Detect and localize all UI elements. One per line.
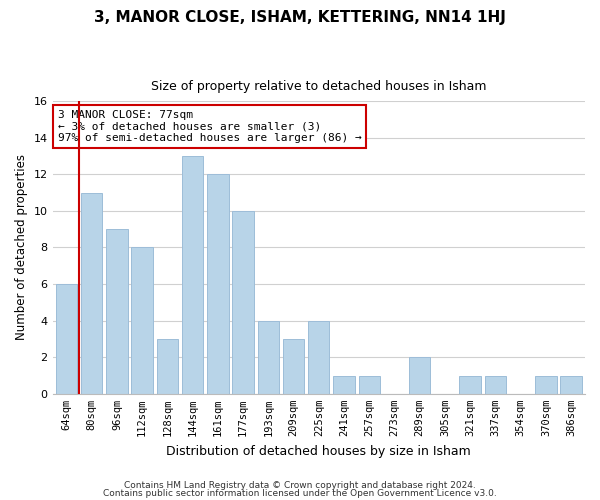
Text: 3, MANOR CLOSE, ISHAM, KETTERING, NN14 1HJ: 3, MANOR CLOSE, ISHAM, KETTERING, NN14 1…: [94, 10, 506, 25]
Y-axis label: Number of detached properties: Number of detached properties: [15, 154, 28, 340]
Bar: [106, 229, 128, 394]
Bar: [283, 339, 304, 394]
Bar: [157, 339, 178, 394]
Bar: [182, 156, 203, 394]
Text: Contains HM Land Registry data © Crown copyright and database right 2024.: Contains HM Land Registry data © Crown c…: [124, 481, 476, 490]
X-axis label: Distribution of detached houses by size in Isham: Distribution of detached houses by size …: [166, 444, 471, 458]
Bar: [333, 376, 355, 394]
Bar: [308, 320, 329, 394]
Bar: [232, 211, 254, 394]
Bar: [257, 320, 279, 394]
Title: Size of property relative to detached houses in Isham: Size of property relative to detached ho…: [151, 80, 487, 93]
Bar: [359, 376, 380, 394]
Bar: [485, 376, 506, 394]
Bar: [56, 284, 77, 394]
Bar: [560, 376, 582, 394]
Text: Contains public sector information licensed under the Open Government Licence v3: Contains public sector information licen…: [103, 488, 497, 498]
Text: 3 MANOR CLOSE: 77sqm
← 3% of detached houses are smaller (3)
97% of semi-detache: 3 MANOR CLOSE: 77sqm ← 3% of detached ho…: [58, 110, 362, 143]
Bar: [460, 376, 481, 394]
Bar: [535, 376, 557, 394]
Bar: [81, 192, 103, 394]
Bar: [207, 174, 229, 394]
Bar: [131, 248, 153, 394]
Bar: [409, 357, 430, 394]
